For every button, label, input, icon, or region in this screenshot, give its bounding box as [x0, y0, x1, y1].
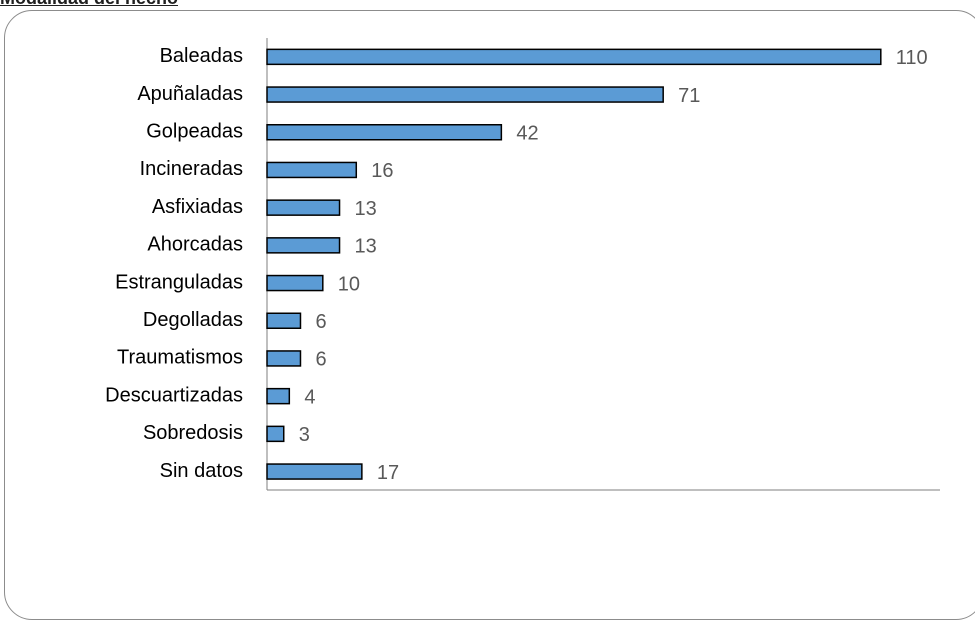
- chart-heading: Modalidad del hecho: [0, 0, 178, 9]
- data-label: 17: [377, 462, 399, 484]
- bar-9: [266, 387, 291, 405]
- category-label: Baleadas: [160, 45, 243, 67]
- data-label: 4: [304, 386, 315, 408]
- data-label: 6: [315, 349, 326, 371]
- bar-5: [266, 237, 341, 254]
- data-label: 6: [315, 311, 326, 333]
- bar-0: [266, 48, 882, 66]
- bar-1: [266, 86, 664, 103]
- category-label: Golpeadas: [146, 121, 243, 143]
- data-label: 71: [678, 85, 700, 107]
- category-label: Degolladas: [143, 309, 243, 331]
- category-label: Sobredosis: [143, 422, 243, 444]
- bar-4: [266, 199, 341, 216]
- bar-7: [266, 312, 302, 329]
- data-label: 13: [355, 198, 377, 220]
- bar-2: [266, 124, 503, 141]
- data-label: 3: [299, 424, 310, 446]
- bar-11: [266, 463, 363, 480]
- bar-3: [266, 161, 358, 179]
- category-label: Sin datos: [160, 460, 243, 482]
- data-label: 16: [371, 160, 393, 182]
- category-label: Asfixiadas: [152, 196, 243, 218]
- data-label: 110: [896, 47, 928, 69]
- category-label: Descuartizadas: [105, 384, 243, 406]
- bar-8: [266, 350, 302, 367]
- bar-10: [266, 425, 285, 443]
- category-label: Apuñaladas: [137, 83, 243, 105]
- category-label: Incineradas: [140, 158, 243, 180]
- data-label: 13: [355, 236, 377, 258]
- category-label: Ahorcadas: [147, 234, 243, 256]
- category-label: Estranguladas: [115, 271, 243, 293]
- data-label: 42: [516, 123, 538, 145]
- chart-frame: [4, 10, 975, 620]
- data-label: 10: [338, 273, 360, 295]
- category-label: Traumatismos: [117, 347, 243, 369]
- bar-chart: Baleadas Apuñaladas Golpeadas Incineradas As…: [105, 38, 940, 491]
- bar-6: [266, 274, 324, 292]
